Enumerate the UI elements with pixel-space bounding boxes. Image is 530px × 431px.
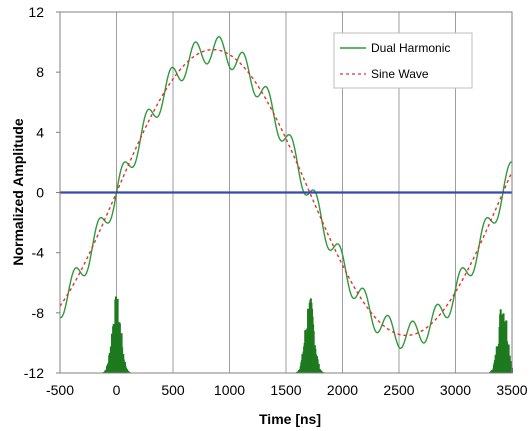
x-tick-label: 1000 (214, 382, 245, 398)
legend-label-dual-harmonic: Dual Harmonic (371, 41, 450, 55)
legend-box (333, 32, 473, 89)
y-tick-label: -4 (32, 245, 45, 261)
x-tick-label: 2000 (327, 382, 358, 398)
x-tick-label: 3500 (496, 382, 527, 398)
y-tick-label: 8 (36, 64, 44, 80)
bunch-bar (317, 363, 320, 373)
bunch-bar (126, 369, 129, 373)
x-tick-label: 2500 (383, 382, 414, 398)
y-axis-title: Normalized Amplitude (10, 118, 26, 265)
y-tick-label: 12 (28, 4, 44, 20)
x-axis-title: Time [ns] (259, 411, 321, 427)
bunch-histogram (295, 298, 325, 373)
tick-labels: -500 0 500 1000 1500 2000 2500 3000 3500 -12 -8 -4 0… (24, 4, 528, 398)
x-tick-label: 1500 (270, 382, 301, 398)
x-tick-label: 0 (113, 382, 121, 398)
x-tick-label: 500 (161, 382, 185, 398)
y-tick-label: -8 (32, 305, 45, 321)
series-sine-wave (59, 48, 513, 337)
bunch-histogram (488, 309, 513, 373)
series-dual-harmonic (59, 36, 513, 349)
y-tick-label: -12 (24, 365, 44, 381)
x-tick-label: -500 (46, 382, 74, 398)
x-tick-label: 3000 (440, 382, 471, 398)
bunch-histogram (101, 296, 132, 373)
y-tick-label: 0 (36, 185, 44, 201)
series-lines (59, 36, 513, 349)
bunch-histograms (101, 296, 513, 373)
y-tick-label: 4 (36, 124, 44, 140)
legend: Dual Harmonic Sine Wave (333, 32, 473, 89)
legend-label-sine-wave: Sine Wave (371, 67, 429, 81)
